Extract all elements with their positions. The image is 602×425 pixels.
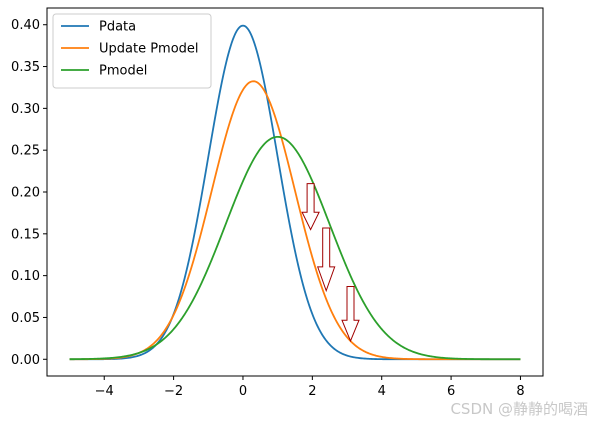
y-tick-label: 0.20 [11,186,40,201]
y-tick-label: 0.10 [11,269,40,284]
axes: −4 −2 0 2 4 6 8 0.00 0.05 0.10 0.15 0.20 0.25 0.30 0.3… [11,7,544,399]
series-line-pmodel [69,135,521,361]
legend-box [52,13,212,89]
y-tick-label: 0.25 [11,144,40,159]
down-arrow-1 [301,183,320,231]
x-tick-label: 8 [516,384,524,399]
legend-label: Update Pmodel [99,42,199,57]
series-lines [69,24,521,361]
x-tick-label: 2 [308,384,316,399]
legend: Pdata Update Pmodel Pmodel [52,13,212,89]
y-tick-label: 0.40 [11,18,40,33]
series-line-update-pmodel [69,80,521,361]
y-tick-label: 0.00 [11,353,40,368]
down-arrow-3 [341,286,360,343]
x-tick-label: 6 [447,384,455,399]
x-tick-label: −4 [95,384,114,399]
watermark: CSDN @静静的喝酒 [450,400,588,418]
y-tick-label: 0.05 [11,311,40,326]
down-arrow-2 [316,227,336,293]
x-tick-label: 4 [378,384,386,399]
legend-label: Pmodel [99,64,147,79]
x-tick-label: 0 [239,384,247,399]
y-tick-label: 0.15 [11,227,40,242]
y-tick-label: 0.30 [11,102,40,117]
x-tick-label: −2 [164,384,183,399]
annotation-arrows [301,183,360,343]
y-tick-label: 0.35 [11,60,40,75]
legend-label: Pdata [99,20,136,35]
